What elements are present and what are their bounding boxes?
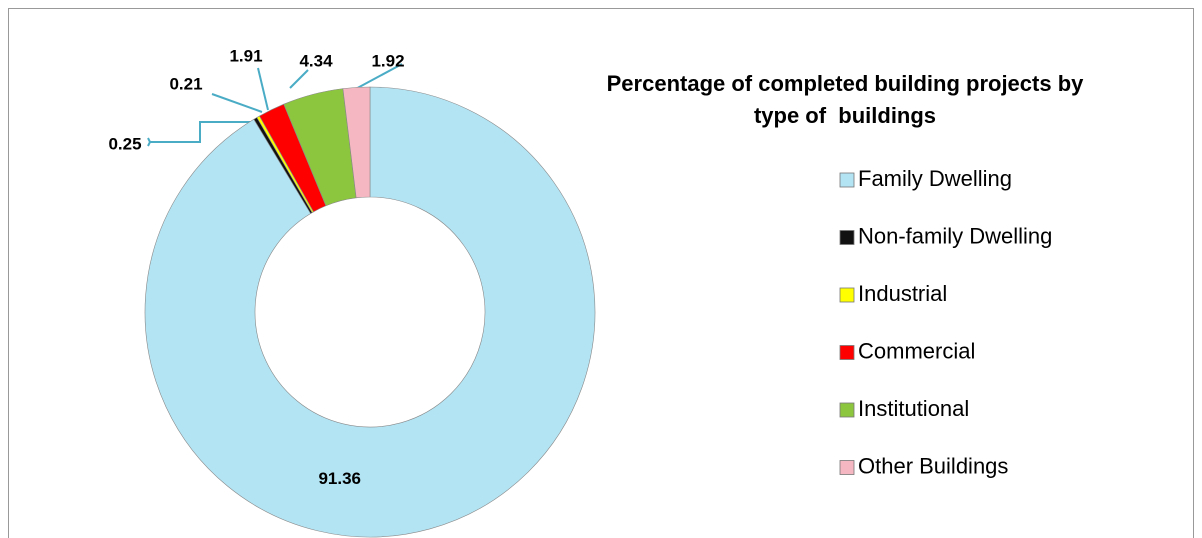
frame-border <box>8 8 1194 538</box>
data-label: 4.34 <box>299 51 333 70</box>
legend-swatch <box>839 460 855 475</box>
leader-line <box>211 93 263 113</box>
legend-label: Institutional <box>858 396 969 421</box>
chart-title: Percentage of completed building project… <box>606 71 1090 128</box>
legend-swatch <box>839 345 855 360</box>
data-label: 0.21 <box>169 74 202 93</box>
data-label: 0.25 <box>108 134 141 153</box>
arrow-head <box>147 137 152 147</box>
legend-label: Non-family Dwelling <box>858 223 1052 248</box>
legend-label: Industrial <box>858 281 947 306</box>
legend-label: Commercial <box>858 338 975 363</box>
legend-label: Family Dwelling <box>858 166 1012 191</box>
legend-swatch <box>839 287 855 303</box>
leader-line <box>150 121 257 143</box>
legend-swatch <box>839 172 855 188</box>
data-label: 91.36 <box>318 469 361 488</box>
donut-slice <box>342 86 371 199</box>
leader-line <box>257 67 269 111</box>
legend-swatch <box>839 230 855 245</box>
legend-label: Other Buildings <box>858 453 1008 478</box>
legend-swatch <box>839 402 855 418</box>
leader-line <box>289 69 309 89</box>
data-label: 1.92 <box>371 51 404 70</box>
data-label: 1.91 <box>229 46 262 65</box>
donut-slice <box>144 86 596 538</box>
